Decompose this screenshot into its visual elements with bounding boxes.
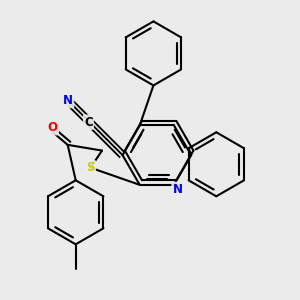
Text: S: S bbox=[86, 161, 95, 174]
Text: O: O bbox=[48, 121, 58, 134]
Text: N: N bbox=[63, 94, 73, 107]
Text: C: C bbox=[84, 116, 93, 129]
Text: N: N bbox=[172, 183, 182, 196]
